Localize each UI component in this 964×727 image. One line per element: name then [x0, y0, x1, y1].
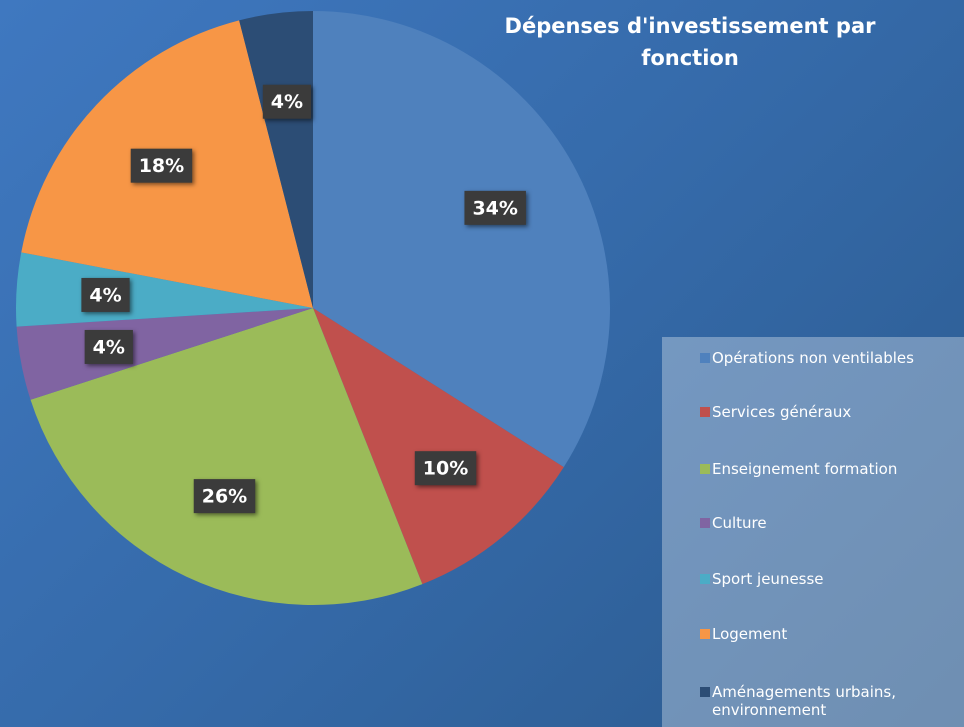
- pie-slice: [313, 308, 564, 585]
- data-label-box: [414, 451, 477, 486]
- legend-item: Enseignement formation: [700, 460, 962, 478]
- data-label-box: [262, 84, 312, 119]
- legend-label: Opérations non ventilables: [712, 349, 914, 367]
- legend-swatch: [700, 629, 710, 639]
- legend: Opérations non ventilables Services génér…: [662, 337, 964, 727]
- data-label-text: 18%: [139, 155, 184, 177]
- data-label: 4%: [81, 277, 130, 312]
- data-label-box: [193, 479, 256, 514]
- pie-slice: [313, 11, 610, 468]
- legend-label: Logement: [712, 625, 788, 643]
- legend-item: Sport jeunesse: [700, 570, 962, 588]
- data-label-text: 10%: [423, 458, 468, 480]
- chart-title: Dépenses d'investissement par fonction: [504, 14, 876, 70]
- legend-label: Sport jeunesse: [712, 570, 824, 588]
- pie-slice: [30, 308, 423, 605]
- data-label: 4%: [84, 329, 133, 364]
- data-label-text: 4%: [271, 91, 303, 113]
- legend-item: Opérations non ventilables: [700, 349, 962, 367]
- data-label: 18%: [130, 148, 193, 183]
- legend-item: Logement: [700, 625, 962, 643]
- legend-swatch: [700, 407, 710, 417]
- legend-label: Aménagements urbains, environnement: [712, 683, 897, 719]
- data-label: 10%: [414, 451, 477, 486]
- data-label: 34%: [464, 190, 526, 225]
- legend-item: Culture: [700, 514, 962, 532]
- legend-swatch: [700, 574, 710, 584]
- data-label-text: 4%: [89, 284, 121, 306]
- legend-label: Culture: [712, 514, 767, 532]
- data-label-text: 4%: [93, 336, 125, 358]
- data-label-text: 26%: [202, 486, 247, 508]
- legend-swatch: [700, 464, 710, 474]
- data-label: 4%: [262, 84, 312, 119]
- legend-label: Enseignement formation: [712, 460, 898, 478]
- data-label-box: [464, 190, 526, 225]
- data-label-box: [84, 329, 133, 364]
- legend-label: Services généraux: [712, 403, 852, 421]
- legend-swatch: [700, 687, 710, 697]
- legend-swatch: [700, 353, 710, 363]
- data-label-box: [130, 148, 193, 183]
- data-label: 26%: [193, 479, 256, 514]
- legend-item: Services généraux: [700, 403, 962, 421]
- data-label-text: 34%: [472, 197, 517, 219]
- legend-swatch: [700, 518, 710, 528]
- data-label-box: [81, 277, 130, 312]
- legend-item: Aménagements urbains, environnement: [700, 683, 962, 719]
